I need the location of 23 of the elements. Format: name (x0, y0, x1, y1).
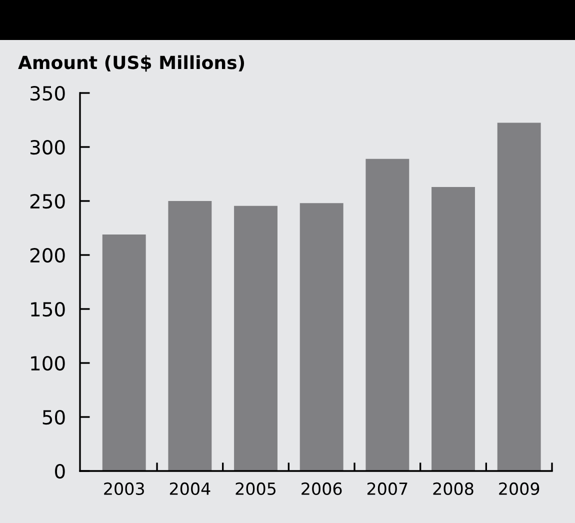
bar (234, 206, 278, 471)
x-tick-label: 2005 (236, 482, 276, 496)
y-tick-label: 350 (30, 86, 65, 101)
x-tick-label: 2003 (104, 482, 144, 496)
y-tick-label: 0 (55, 464, 65, 479)
bar (168, 201, 212, 471)
y-tick-label: 50 (42, 410, 65, 425)
y-tick-label: 250 (30, 194, 65, 209)
y-axis-title: Amount (US$ Millions) (18, 55, 244, 72)
x-tick-label: 2009 (499, 482, 540, 496)
bar (102, 234, 146, 471)
y-tick-label: 100 (31, 356, 65, 371)
x-tick-label: 2008 (433, 482, 474, 496)
bar (366, 158, 410, 471)
y-tick-label: 300 (30, 140, 65, 155)
bar (432, 186, 475, 471)
y-tick-label: 200 (30, 248, 65, 263)
bar (497, 122, 541, 471)
bar (300, 203, 344, 471)
x-tick-label: 2004 (170, 482, 210, 496)
y-tick-label: 150 (31, 302, 65, 317)
x-tick-label: 2006 (302, 482, 342, 496)
x-tick-label: 2007 (367, 482, 408, 496)
